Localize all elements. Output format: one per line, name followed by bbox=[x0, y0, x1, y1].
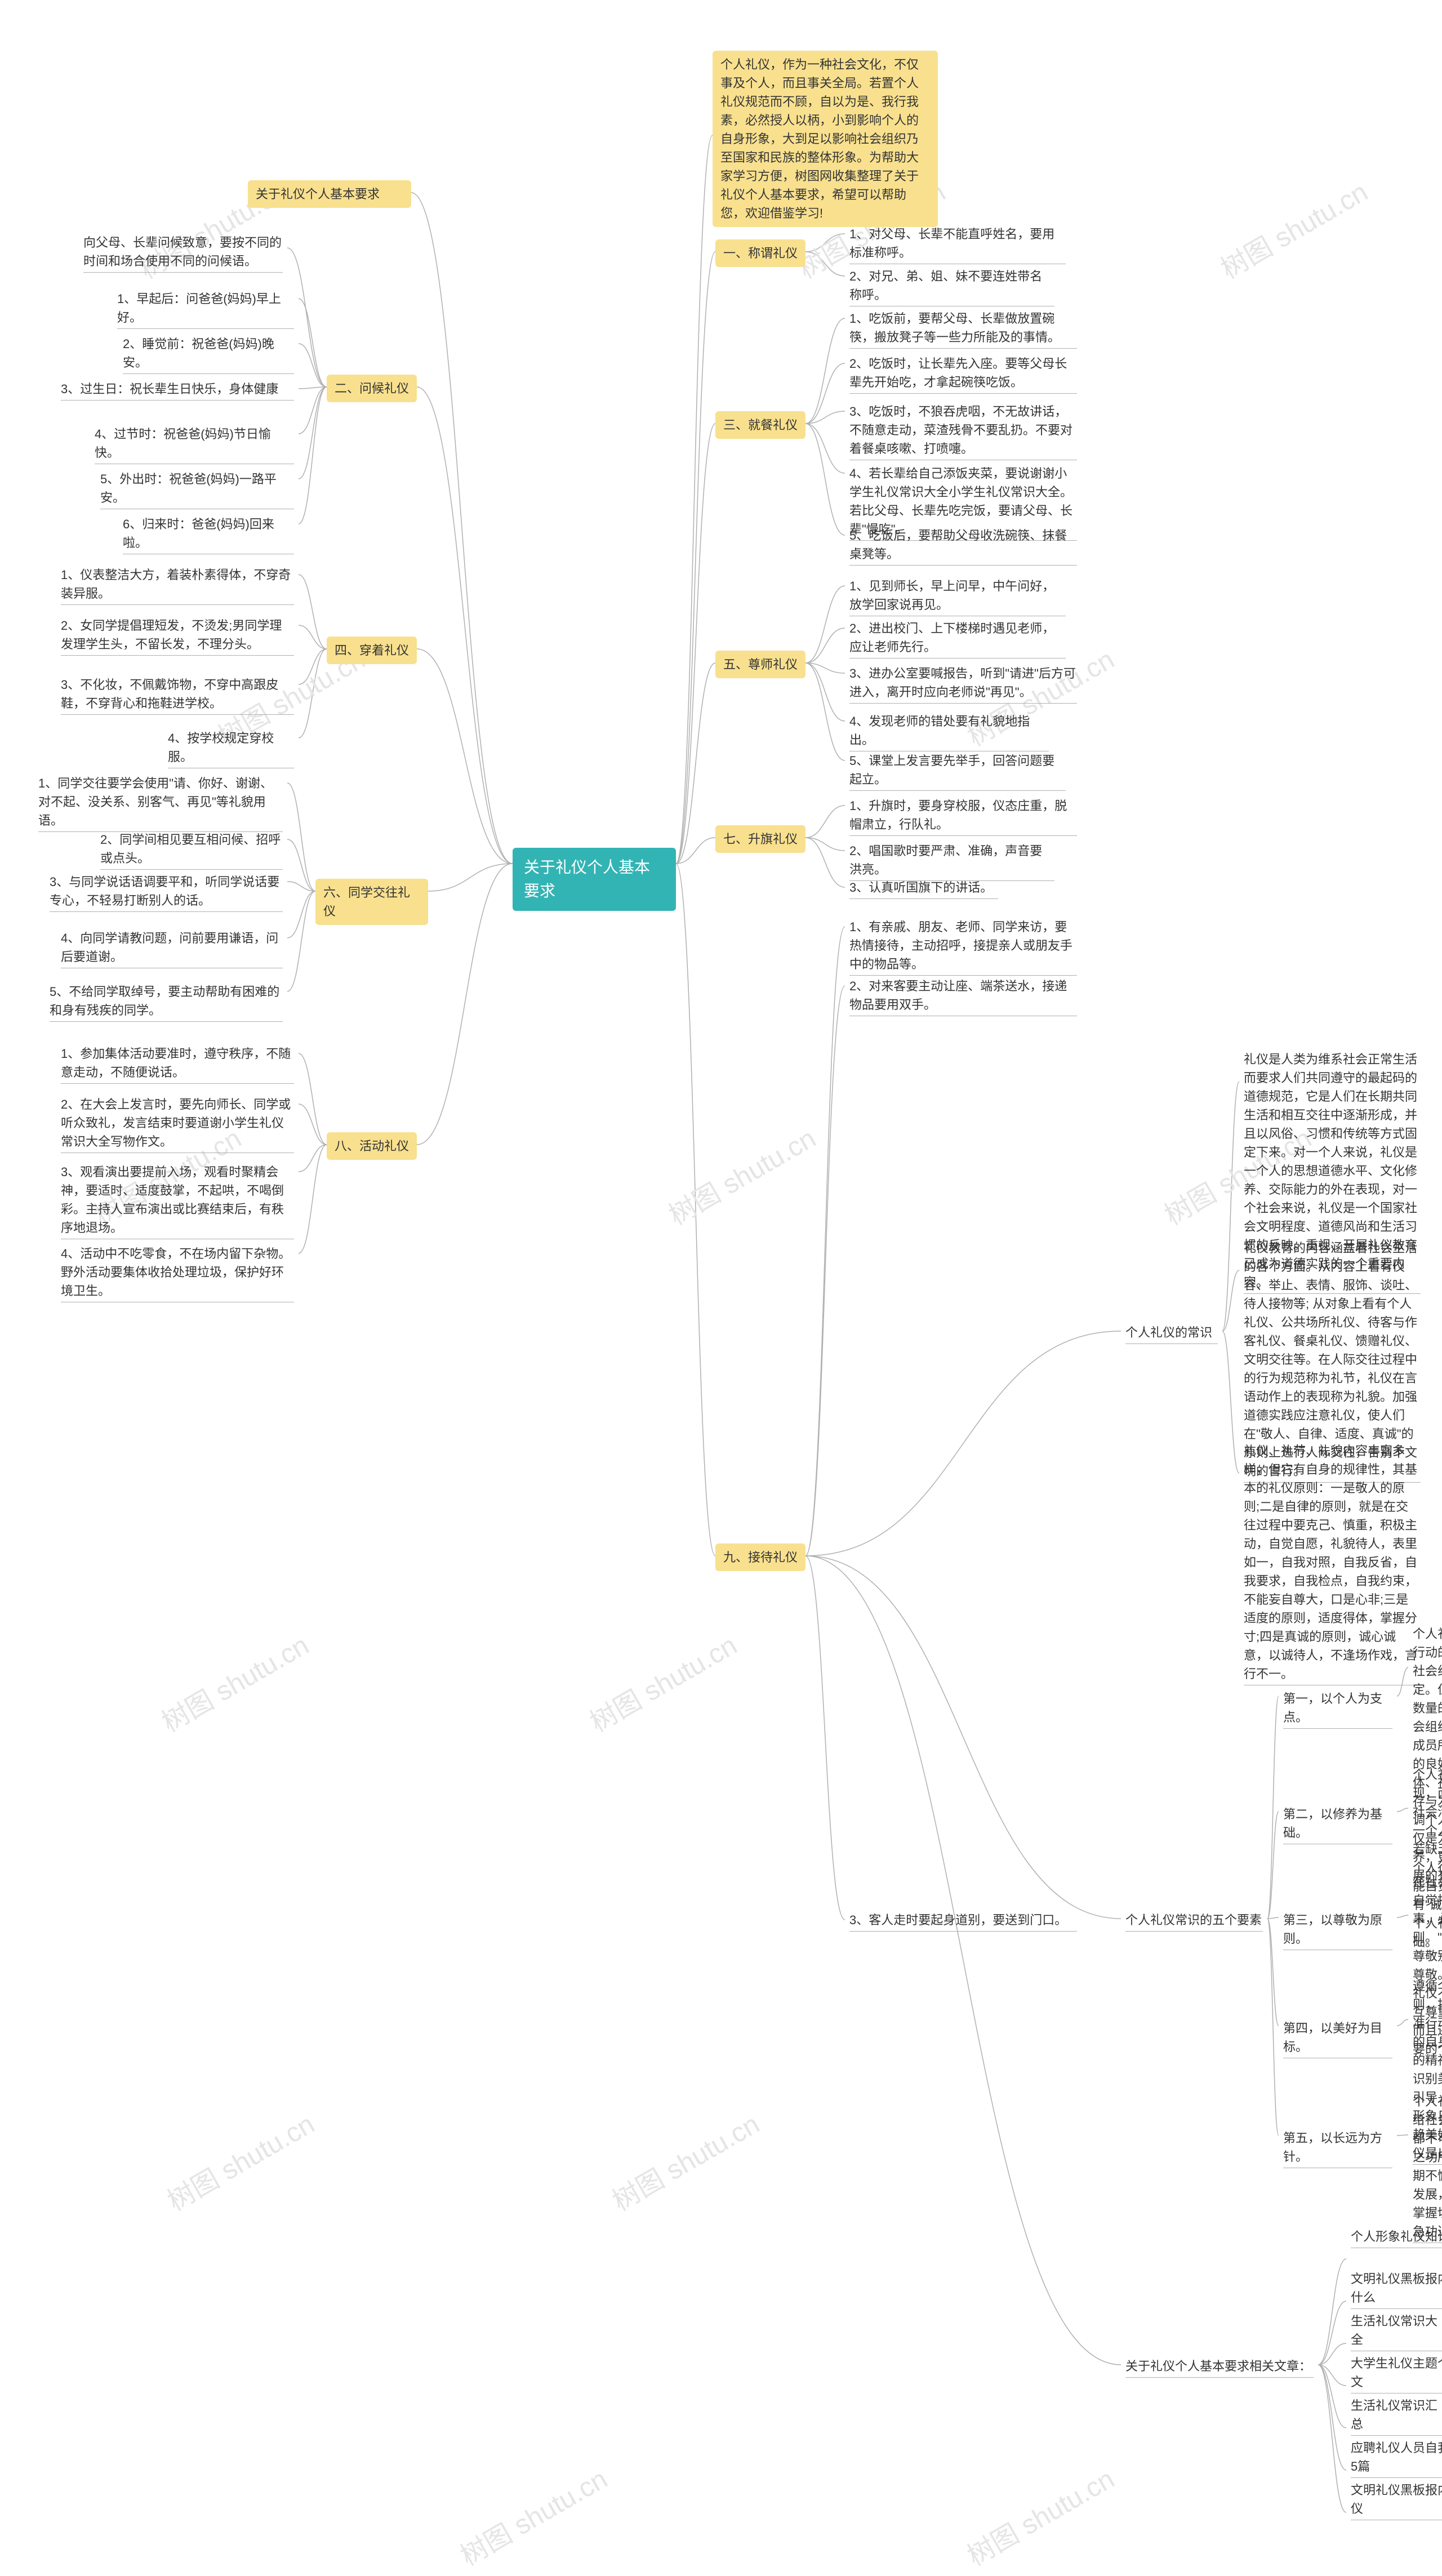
right-branch-1-item-0: 1、对父母、长辈不能直呼姓名，要用标准称呼。 bbox=[845, 223, 1070, 266]
watermark: 树图 shutu.cn bbox=[153, 1623, 315, 1739]
left-branch-3-item-3: 4、向同学请教问题，问前要用谦语，问后要道谢。 bbox=[56, 927, 287, 971]
left-branch-2-item-2: 3、不化妆，不佩戴饰物，不穿中高跟皮鞋，不穿背心和拖鞋进学校。 bbox=[56, 673, 299, 717]
right-branch-4: 七、升旗礼仪 bbox=[715, 825, 805, 853]
sub-branch-5-2-item-2: 生活礼仪常识大全 bbox=[1346, 2310, 1442, 2353]
sub-branch-5-2-item-4: 生活礼仪常识汇总 bbox=[1346, 2394, 1442, 2438]
right-branch-3-item-1: 2、进出校门、上下楼梯时遇见老师，应让老师先行。 bbox=[845, 617, 1070, 661]
right-branch-3-item-3: 4、发现老师的错处要有礼貌地指出。 bbox=[845, 710, 1053, 754]
left-branch-1-item-3: 4、过节时：祝爸爸(妈妈)节日愉快。 bbox=[90, 422, 299, 466]
left-branch-4: 八、活动礼仪 bbox=[327, 1132, 417, 1160]
left-branch-0: 关于礼仪个人基本要求 bbox=[248, 180, 411, 208]
watermark: 树图 shutu.cn bbox=[159, 2102, 321, 2218]
left-branch-3-item-2: 3、与同学说话语调要平和，听同学说话要专心，不轻易打断别人的话。 bbox=[45, 870, 287, 914]
nested-1-4-body: 个人礼仪的确会给人们以美好，给社会以文明，但所有这一切，都不可能立竿见影，也不是… bbox=[1408, 2090, 1442, 2245]
left-branch-4-item-2: 3、观看演出要提前入场，观看时聚精会神，要适时、适度鼓掌，不起哄，不喝倒彩。主持… bbox=[56, 1160, 299, 1242]
right-branch-4-item-0: 1、升旗时，要身穿校服，仪态庄重，脱帽肃立，行队礼。 bbox=[845, 794, 1082, 838]
left-branch-3-item-1: 2、同学间相见要互相问候、招呼或点头。 bbox=[96, 828, 287, 872]
watermark: 树图 shutu.cn bbox=[959, 2457, 1120, 2573]
right-branch-3-item-0: 1、见到师长，早上问早，中午问好，放学回家说再见。 bbox=[845, 575, 1070, 619]
left-branch-1-item-2: 3、过生日：祝长辈生日快乐，身体健康 bbox=[56, 377, 299, 403]
left-branch-2-item-0: 1、仪表整洁大方，着装朴素得体，不穿奇装异服。 bbox=[56, 563, 299, 607]
left-branch-1-item-5: 6、归来时：爸爸(妈妈)回来啦。 bbox=[118, 513, 299, 557]
left-branch-1-item-0: 1、早起后：问爸爸(妈妈)早上好。 bbox=[113, 287, 299, 331]
center-node: 关于礼仪个人基本要求 bbox=[513, 848, 676, 911]
left-branch-4-item-3: 4、活动中不吃零食，不在场内留下杂物。野外活动要集体收拾处理垃圾，保护好环境卫生… bbox=[56, 1242, 299, 1305]
left-branch-3: 六、同学交往礼仪 bbox=[315, 879, 428, 925]
nested-1-0-title: 第一，以个人为支点。 bbox=[1279, 1687, 1397, 1731]
right-branch-2-item-4: 5、吃饭后，要帮助父母收洗碗筷、抹餐桌凳等。 bbox=[845, 524, 1082, 568]
left-branch-3-item-4: 5、不给同学取绰号，要主动帮助有困难的和身有残疾的同学。 bbox=[45, 980, 287, 1024]
right-branch-3-item-4: 5、课堂上发言要先举手，回答问题要起立。 bbox=[845, 749, 1070, 793]
right-branch-2-item-2: 3、吃饭时，不狼吞虎咽，不无故讲话，不随意走动，菜渣残骨不要乱扔。不要对着餐桌咳… bbox=[845, 400, 1082, 462]
left-branch-4-item-0: 1、参加集体活动要准时，遵守秩序，不随意走动，不随便说话。 bbox=[56, 1042, 299, 1086]
nested-1-1-title: 第二，以修养为基础。 bbox=[1279, 1803, 1397, 1847]
sub-branch-5-2-item-0: 个人形象礼仪知识 bbox=[1346, 2225, 1442, 2250]
right-branch-4-item-2: 3、认真听国旗下的讲话。 bbox=[845, 876, 1003, 901]
left-branch-1: 二、问候礼仪 bbox=[327, 375, 417, 402]
watermark: 树图 shutu.cn bbox=[660, 1116, 822, 1233]
left-branch-2-item-1: 2、女同学提倡理短发，不烫发;男同学理发理学生头，不留长发，不理分头。 bbox=[56, 614, 299, 658]
sub-branch-5-2-item-6: 文明礼仪黑板报内容-个人礼仪 bbox=[1346, 2479, 1442, 2522]
right-branch-2: 三、就餐礼仪 bbox=[715, 411, 805, 439]
left-branch-1-intro: 向父母、长辈问候致意，要按不同的时间和场合使用不同的问候语。 bbox=[79, 231, 287, 275]
right-branch-5: 九、接待礼仪 bbox=[715, 1543, 805, 1571]
watermark: 树图 shutu.cn bbox=[581, 1623, 743, 1739]
left-branch-2-item-3: 4、按学校规定穿校服。 bbox=[163, 727, 299, 771]
watermark: 树图 shutu.cn bbox=[604, 2102, 765, 2218]
right-branch-5-item-0: 1、有亲戚、朋友、老师、同学来访，要热情接待，主动招呼，接提亲人或朋友手中的物品… bbox=[845, 915, 1082, 978]
sub-branch-5-2-item-5: 应聘礼仪人员自我介绍文5篇 bbox=[1346, 2436, 1442, 2480]
sub-branch-5-0-item-2: 礼仪、礼节、礼貌内容丰富多样，但它有自身的规律性，其基本的礼仪原则：一是敬人的原… bbox=[1239, 1439, 1425, 1688]
sub-branch-5-2-item-1: 文明礼仪黑板报内容-个人礼仪需注意什么 bbox=[1346, 2267, 1442, 2311]
right-branch-3-item-2: 3、进办公室要喊报告，听到"请进"后方可进入，离开时应向老师说"再见"。 bbox=[845, 662, 1082, 706]
right-branch-3: 五、尊师礼仪 bbox=[715, 651, 805, 678]
nested-1-2-title: 第三，以尊敬为原则。 bbox=[1279, 1908, 1397, 1952]
right-branch-5-item-1: 2、对来客要主动让座、端茶送水，接递物品要用双手。 bbox=[845, 975, 1082, 1018]
watermark: 树图 shutu.cn bbox=[1212, 170, 1374, 286]
sub-branch-5-2-item-3: 大学生礼仪主题个人演讲稿范文 bbox=[1346, 2352, 1442, 2396]
nested-1-4-title: 第五，以长远为方针。 bbox=[1279, 2126, 1397, 2170]
sub-branch-5-0: 个人礼仪的常识 bbox=[1121, 1321, 1222, 1346]
left-branch-3-item-0: 1、同学交往要学会使用"请、你好、谢谢、对不起、没关系、别客气、再见"等礼貌用语… bbox=[34, 772, 287, 834]
right-branch-1: 一、称谓礼仪 bbox=[715, 239, 805, 267]
right-branch-2-item-0: 1、吃饭前，要帮父母、长辈做放置碗筷，搬放凳子等一些力所能及的事情。 bbox=[845, 307, 1082, 351]
sub-branch-5-2: 关于礼仪个人基本要求相关文章： bbox=[1121, 2355, 1318, 2380]
sub-branch-5-1: 个人礼仪常识的五个要素 bbox=[1121, 1908, 1267, 1934]
intro-box: 个人礼仪，作为一种社会文化，不仅事及个人，而且事关全局。若置个人礼仪规范而不顾，… bbox=[713, 51, 938, 227]
right-branch-5-item-2: 3、客人走时要起身道别，要送到门口。 bbox=[845, 1908, 1082, 1934]
right-branch-2-item-1: 2、吃饭时，让长辈先入座。要等父母长辈先开始吃，才拿起碗筷吃饭。 bbox=[845, 352, 1082, 396]
left-branch-1-item-1: 2、睡觉前：祝爸爸(妈妈)晚安。 bbox=[118, 332, 299, 376]
nested-1-3-title: 第四，以美好为目标。 bbox=[1279, 2017, 1397, 2061]
left-branch-2: 四、穿着礼仪 bbox=[327, 637, 417, 664]
left-branch-4-item-1: 2、在大会上发言时，要先向师长、同学或听众致礼，发言结束时要道谢小学生礼仪常识大… bbox=[56, 1093, 299, 1155]
right-branch-1-item-1: 2、对兄、弟、姐、妹不要连姓带名称呼。 bbox=[845, 265, 1059, 309]
left-branch-1-item-4: 5、外出时：祝爸爸(妈妈)一路平安。 bbox=[96, 468, 299, 511]
watermark: 树图 shutu.cn bbox=[452, 2457, 613, 2573]
